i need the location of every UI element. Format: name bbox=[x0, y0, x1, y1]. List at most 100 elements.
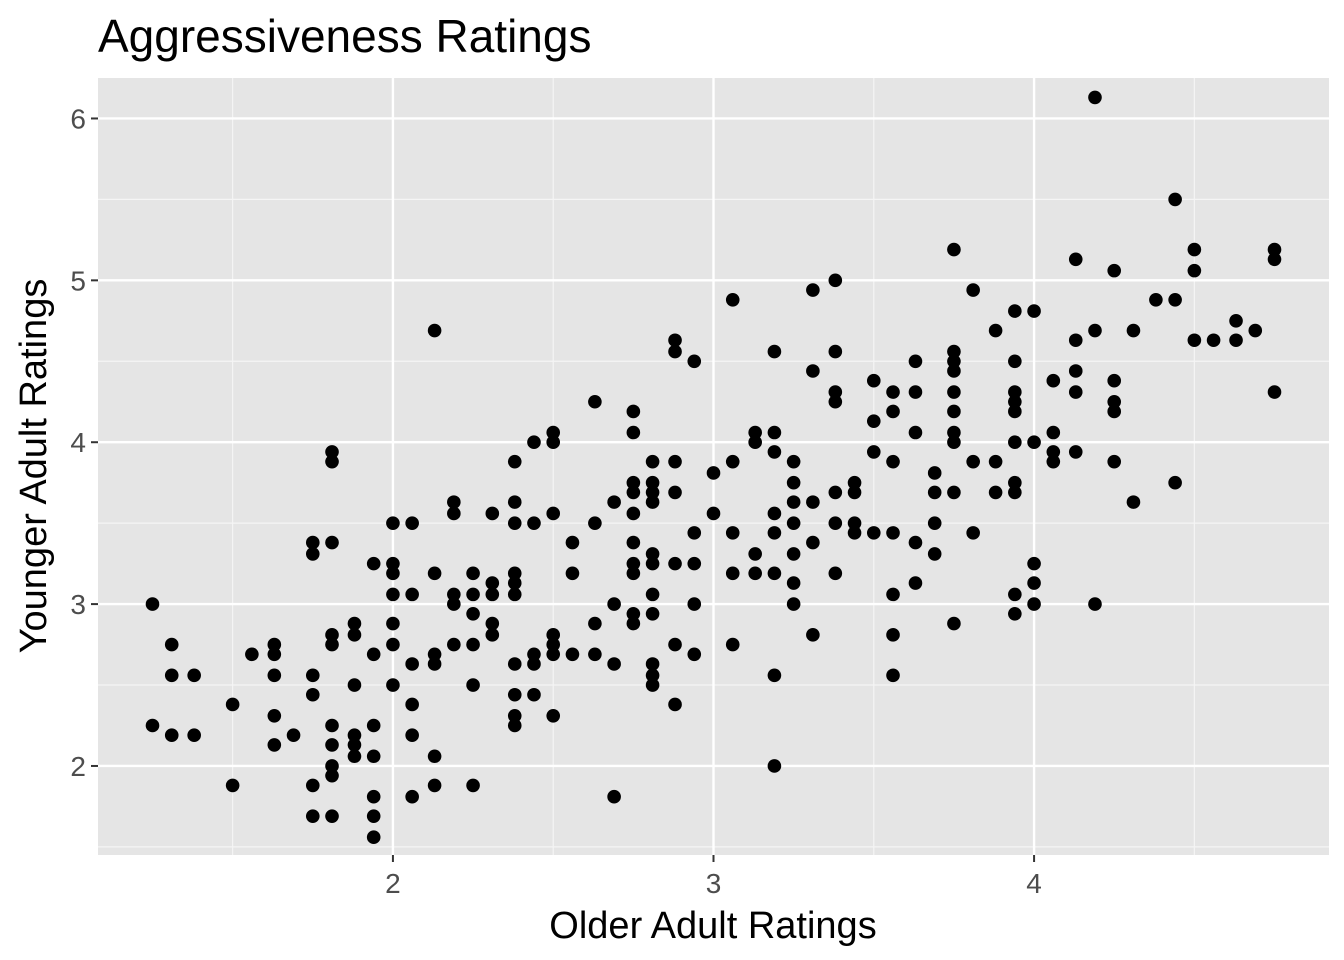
x-tick-label: 4 bbox=[1026, 868, 1042, 899]
data-point bbox=[405, 728, 419, 743]
data-point bbox=[1068, 252, 1083, 267]
data-point bbox=[645, 657, 660, 671]
data-point bbox=[1068, 385, 1083, 399]
data-point bbox=[927, 516, 942, 530]
data-point bbox=[1229, 314, 1243, 328]
data-point bbox=[267, 668, 282, 683]
data-point bbox=[645, 668, 660, 683]
data-point bbox=[164, 728, 179, 743]
data-point bbox=[546, 708, 561, 723]
data-point bbox=[748, 566, 762, 581]
data-point bbox=[325, 809, 339, 823]
data-point bbox=[847, 475, 862, 490]
data-point bbox=[466, 587, 480, 602]
data-point bbox=[828, 566, 843, 581]
data-point bbox=[947, 485, 961, 500]
data-point bbox=[886, 526, 900, 540]
data-point bbox=[527, 647, 541, 662]
data-point bbox=[786, 547, 801, 561]
data-point bbox=[565, 535, 580, 550]
data-point bbox=[806, 535, 820, 550]
data-point bbox=[687, 597, 702, 611]
data-point bbox=[966, 526, 980, 540]
data-point bbox=[767, 344, 782, 359]
data-point bbox=[485, 616, 500, 631]
data-point bbox=[786, 516, 801, 530]
data-point bbox=[1126, 495, 1141, 509]
data-point bbox=[828, 394, 843, 409]
data-point bbox=[485, 506, 500, 521]
data-point bbox=[1008, 485, 1022, 500]
data-point bbox=[767, 759, 782, 773]
data-point bbox=[1008, 587, 1022, 602]
data-point bbox=[908, 576, 923, 590]
data-point bbox=[626, 566, 641, 581]
data-point bbox=[386, 587, 400, 602]
data-point bbox=[507, 454, 522, 469]
data-point bbox=[668, 556, 682, 571]
x-axis-title: Older Adult Ratings bbox=[549, 905, 876, 947]
data-point bbox=[267, 708, 282, 723]
data-point bbox=[1267, 242, 1282, 257]
data-point bbox=[347, 738, 362, 752]
data-point bbox=[645, 495, 660, 509]
data-point bbox=[786, 475, 801, 490]
data-point bbox=[187, 668, 201, 683]
data-point bbox=[1107, 394, 1122, 409]
y-axis-ticks: 2 3 4 5 6 bbox=[70, 103, 98, 782]
data-point bbox=[546, 506, 561, 521]
data-point bbox=[1107, 373, 1122, 388]
data-point bbox=[1267, 252, 1282, 267]
data-point bbox=[725, 526, 740, 540]
data-point bbox=[1008, 404, 1022, 419]
data-point bbox=[806, 283, 820, 297]
data-point bbox=[1008, 354, 1022, 369]
data-point bbox=[748, 425, 762, 440]
data-point bbox=[427, 323, 442, 338]
data-point bbox=[645, 678, 660, 692]
data-point bbox=[1027, 556, 1041, 571]
y-tick-label: 4 bbox=[70, 427, 86, 458]
data-point bbox=[668, 485, 682, 500]
data-point bbox=[588, 616, 602, 631]
data-point bbox=[546, 628, 561, 642]
data-point bbox=[786, 454, 801, 469]
data-point bbox=[546, 425, 561, 440]
data-point bbox=[405, 789, 419, 804]
data-point bbox=[828, 344, 843, 359]
data-point bbox=[767, 506, 782, 521]
data-point bbox=[305, 778, 320, 793]
data-point bbox=[927, 485, 942, 500]
data-point bbox=[1068, 333, 1083, 348]
data-point bbox=[507, 657, 522, 671]
data-point bbox=[748, 547, 762, 561]
data-point bbox=[806, 364, 820, 378]
data-point bbox=[366, 830, 381, 844]
data-point bbox=[347, 749, 362, 764]
data-point bbox=[347, 728, 362, 743]
data-point bbox=[786, 495, 801, 509]
data-point bbox=[427, 778, 442, 793]
data-point bbox=[687, 556, 702, 571]
data-point bbox=[588, 516, 602, 530]
data-point bbox=[886, 668, 900, 683]
data-point bbox=[626, 556, 641, 571]
data-point bbox=[1107, 263, 1122, 278]
data-point bbox=[1187, 333, 1202, 348]
data-point bbox=[725, 637, 740, 652]
data-point bbox=[225, 697, 240, 712]
data-point bbox=[546, 637, 561, 652]
data-point bbox=[927, 547, 942, 561]
data-point bbox=[405, 516, 419, 530]
data-point bbox=[305, 809, 320, 823]
data-point bbox=[767, 566, 782, 581]
data-point bbox=[1168, 475, 1182, 490]
data-point bbox=[1008, 435, 1022, 450]
y-tick-label: 3 bbox=[70, 589, 86, 620]
data-point bbox=[1027, 576, 1041, 590]
data-point bbox=[1027, 304, 1041, 318]
data-point bbox=[1088, 597, 1102, 611]
data-point bbox=[947, 364, 961, 378]
data-point bbox=[1149, 292, 1163, 307]
data-point bbox=[527, 516, 541, 530]
